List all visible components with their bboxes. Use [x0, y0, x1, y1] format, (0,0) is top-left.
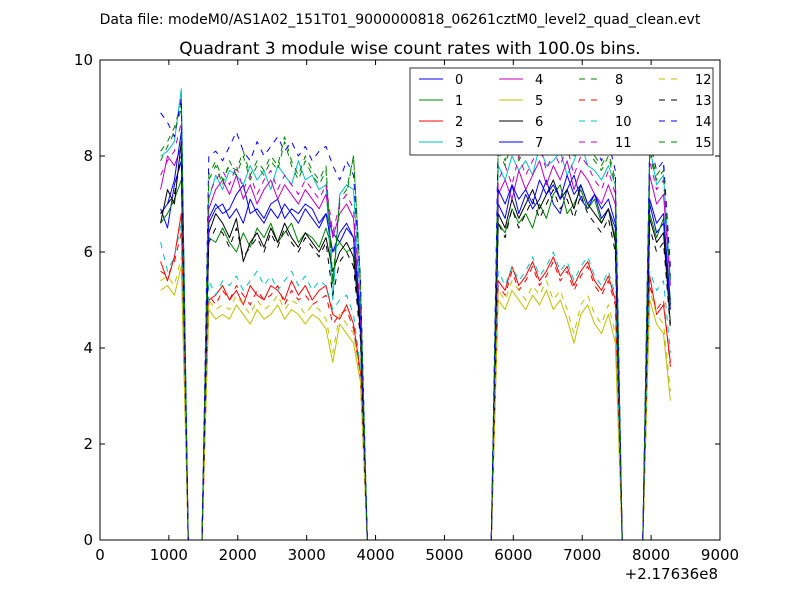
legend-label-12: 12 — [695, 73, 712, 88]
y-tick-label: 2 — [83, 435, 93, 453]
legend-label-1: 1 — [455, 94, 463, 109]
series-line-3 — [160, 88, 671, 541]
x-axis-offset-label: +2.17636e8 — [625, 565, 718, 583]
legend-label-7: 7 — [535, 136, 543, 151]
legend-label-2: 2 — [455, 115, 463, 130]
series-line-7 — [160, 131, 671, 541]
legend-label-9: 9 — [615, 94, 623, 109]
x-tick-label: 6000 — [494, 546, 532, 564]
y-tick-label: 4 — [83, 339, 93, 357]
y-tick-label: 0 — [83, 531, 93, 549]
y-tick-label: 10 — [74, 51, 93, 69]
x-tick-label: 9000 — [701, 546, 739, 564]
legend-label-14: 14 — [695, 115, 712, 130]
legend-label-11: 11 — [615, 136, 632, 151]
x-tick-label: 5000 — [425, 546, 463, 564]
legend-label-3: 3 — [455, 136, 463, 151]
legend-label-5: 5 — [535, 94, 543, 109]
y-tick-label: 6 — [83, 243, 93, 261]
chart-title: Quadrant 3 module wise count rates with … — [179, 39, 640, 59]
series-line-10 — [160, 222, 671, 541]
x-tick-label: 1000 — [150, 546, 188, 564]
legend-label-15: 15 — [695, 136, 712, 151]
x-tick-label: 0 — [95, 546, 105, 564]
series-line-5 — [160, 265, 671, 541]
series-line-2 — [160, 213, 671, 541]
y-tick-label: 8 — [83, 147, 93, 165]
legend-label-10: 10 — [615, 115, 632, 130]
legend-label-0: 0 — [455, 73, 463, 88]
figure-suptitle: Data file: modeM0/AS1A02_151T01_90000008… — [100, 12, 701, 28]
legend-box — [409, 67, 714, 156]
x-tick-label: 7000 — [563, 546, 601, 564]
legend-label-13: 13 — [695, 94, 712, 109]
x-axis: 0 1000 2000 3000 4000 5000 6000 7000 8000 9000 — [95, 60, 739, 564]
series-line-15 — [160, 107, 671, 541]
plot-frame — [99, 59, 721, 541]
series-line-6 — [160, 141, 671, 541]
series-line-13 — [160, 155, 671, 541]
x-tick-label: 3000 — [288, 546, 326, 564]
plot-lines — [160, 73, 671, 541]
legend-label-4: 4 — [535, 73, 543, 88]
legend-label-8: 8 — [615, 73, 623, 88]
legend-label-6: 6 — [535, 115, 543, 130]
series-line-9 — [160, 232, 671, 541]
series-line-14 — [160, 73, 671, 541]
x-tick-label: 2000 — [219, 546, 257, 564]
series-line-12 — [160, 256, 671, 541]
x-tick-label: 8000 — [632, 546, 670, 564]
x-tick-label: 4000 — [356, 546, 394, 564]
series-line-8 — [160, 102, 671, 541]
series-line-11 — [160, 121, 671, 541]
